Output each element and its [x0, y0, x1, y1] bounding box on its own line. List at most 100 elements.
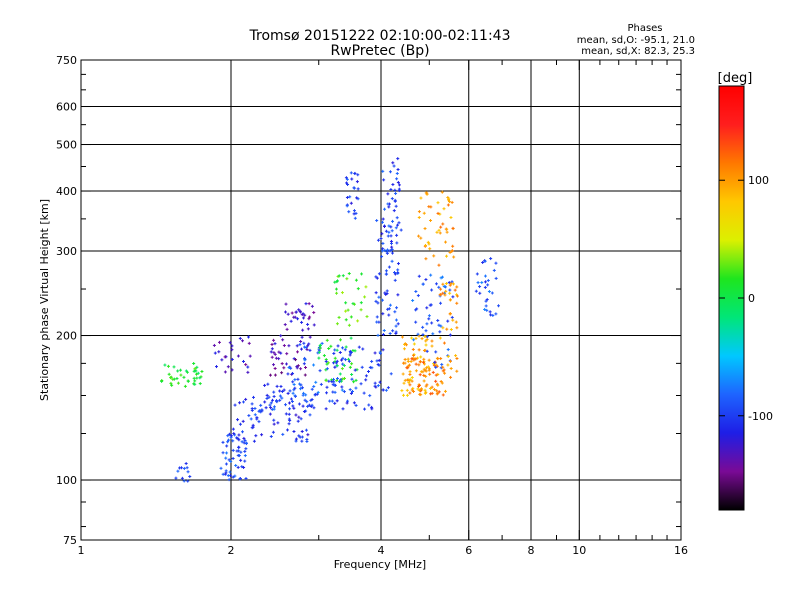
data-point [410, 388, 414, 392]
data-point [214, 365, 218, 369]
data-point [429, 273, 433, 277]
data-point [487, 290, 491, 294]
data-point [424, 243, 428, 247]
data-point [392, 164, 396, 168]
data-point [302, 410, 306, 414]
data-point [354, 378, 358, 382]
data-point [478, 291, 482, 295]
data-point [278, 389, 282, 393]
data-point [244, 447, 248, 451]
data-point [474, 289, 478, 293]
x-tick-label: 16 [674, 544, 688, 557]
data-point [389, 225, 393, 229]
data-point [170, 383, 174, 387]
data-point [378, 380, 382, 384]
data-point [361, 347, 365, 351]
data-point [308, 413, 312, 417]
data-point [324, 379, 328, 383]
data-point [431, 370, 435, 374]
data-point [448, 291, 452, 295]
data-point [306, 344, 310, 348]
data-point [448, 298, 452, 302]
colorbar-tick-label: -100 [748, 410, 773, 423]
data-point [381, 241, 385, 245]
data-point [440, 190, 444, 194]
data-point [444, 240, 448, 244]
data-point [414, 362, 418, 366]
data-point [441, 291, 445, 295]
data-point [338, 380, 342, 384]
data-point [388, 303, 392, 307]
data-point [284, 310, 288, 314]
data-point [230, 368, 234, 372]
data-point [288, 418, 292, 422]
data-point [304, 428, 308, 432]
data-point [336, 344, 340, 348]
data-point [340, 291, 344, 295]
data-point [227, 438, 231, 442]
data-point [330, 399, 334, 403]
data-point [324, 359, 328, 363]
data-point [288, 407, 292, 411]
data-point [423, 334, 427, 338]
data-point [428, 386, 432, 390]
data-point [384, 388, 388, 392]
data-point [360, 272, 364, 276]
data-point [176, 469, 180, 473]
data-point [279, 351, 283, 355]
data-point [269, 401, 273, 405]
data-point [236, 453, 240, 457]
y-tick-label: 750 [56, 54, 77, 67]
data-point [252, 439, 256, 443]
data-point [273, 352, 277, 356]
data-point [424, 329, 428, 333]
data-point [285, 428, 289, 432]
data-point [303, 313, 307, 317]
data-point [272, 351, 276, 355]
data-point [263, 383, 267, 387]
data-point [312, 323, 316, 327]
data-point [344, 358, 348, 362]
data-point [411, 347, 415, 351]
data-point [289, 397, 293, 401]
data-point [229, 434, 233, 438]
data-point [370, 359, 374, 363]
data-point [421, 325, 425, 329]
data-point [345, 195, 349, 199]
data-point [408, 363, 412, 367]
y-tick-label: 600 [56, 101, 77, 114]
data-point [179, 368, 183, 372]
data-point [439, 379, 443, 383]
data-point [388, 332, 392, 336]
data-point [455, 369, 459, 373]
data-point [300, 439, 304, 443]
data-point [226, 440, 230, 444]
data-point [437, 285, 441, 289]
data-point [381, 217, 385, 221]
data-point [405, 366, 409, 370]
data-point [335, 359, 339, 363]
data-point [183, 384, 187, 388]
data-point [246, 370, 250, 374]
data-point [258, 409, 262, 413]
data-point [297, 308, 301, 312]
data-point [397, 221, 401, 225]
data-point [448, 311, 452, 315]
data-point [357, 345, 361, 349]
data-point [238, 477, 242, 481]
data-point [441, 393, 445, 397]
data-point [427, 358, 431, 362]
data-point [389, 234, 393, 238]
data-point [257, 420, 261, 424]
y-tick-label: 200 [56, 330, 77, 343]
data-point [364, 378, 368, 382]
data-point [270, 342, 274, 346]
data-point [172, 365, 176, 369]
data-point [306, 433, 310, 437]
data-point [337, 315, 341, 319]
data-point [386, 234, 390, 238]
data-point [244, 363, 248, 367]
data-point [396, 322, 400, 326]
data-point [223, 370, 227, 374]
data-point [330, 380, 334, 384]
